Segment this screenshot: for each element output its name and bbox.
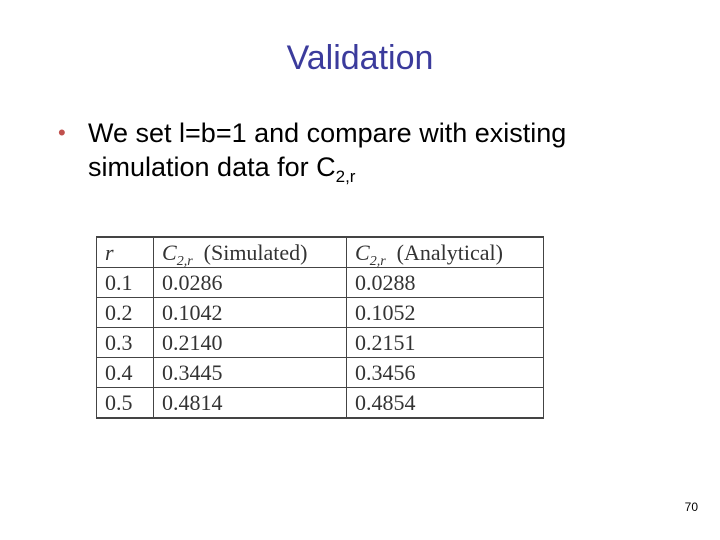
bullet-line-1: We set l=b=1 and compare with existing xyxy=(88,118,567,148)
cell-analytical: 0.1052 xyxy=(346,297,544,328)
header-analytical: C2,r (Analytical) xyxy=(346,236,544,269)
bullet-text: We set l=b=1 and compare with existing s… xyxy=(88,116,678,186)
bullet-line-2-subscript: 2,r xyxy=(335,167,356,186)
cell-analytical: 0.4854 xyxy=(346,387,544,419)
cell-r: 0.2 xyxy=(96,297,154,328)
cell-simulated: 0.1042 xyxy=(153,297,347,328)
cell-analytical: 0.0288 xyxy=(346,267,544,298)
header-ana-subscript: 2,r xyxy=(369,253,386,269)
table-row: 0.5 0.4814 0.4854 xyxy=(96,387,544,419)
slide-title: Validation xyxy=(286,39,434,77)
bullet-line-2: simulation data for C2,r xyxy=(88,150,678,186)
table-header-row: r C2,r (Simulated) C2,r (Analytical) xyxy=(96,236,544,269)
bullet-point: • We set l=b=1 and compare with existing… xyxy=(58,116,678,186)
comparison-table: r C2,r (Simulated) C2,r (Analytical) 0.1… xyxy=(96,236,544,419)
header-sim-subscript: 2,r xyxy=(176,253,193,269)
header-sim-label: (Simulated) xyxy=(203,239,308,265)
cell-simulated: 0.2140 xyxy=(153,327,347,358)
bullet-dot-icon: • xyxy=(58,120,66,145)
table-row: 0.4 0.3445 0.3456 xyxy=(96,357,544,388)
table-row: 0.1 0.0286 0.0288 xyxy=(96,267,544,298)
table-row: 0.3 0.2140 0.2151 xyxy=(96,327,544,358)
table-row: 0.2 0.1042 0.1052 xyxy=(96,297,544,328)
cell-simulated: 0.4814 xyxy=(153,387,347,419)
header-sim-symbol: C xyxy=(162,239,177,265)
header-r-label: r xyxy=(105,239,114,265)
bullet-line-2-text: simulation data for C xyxy=(88,152,336,182)
cell-r: 0.1 xyxy=(96,267,154,298)
cell-simulated: 0.3445 xyxy=(153,357,347,388)
cell-r: 0.3 xyxy=(96,327,154,358)
cell-r: 0.5 xyxy=(96,387,154,419)
header-r: r xyxy=(96,236,154,268)
header-ana-label: (Analytical) xyxy=(396,239,503,265)
header-simulated: C2,r (Simulated) xyxy=(153,236,347,269)
cell-analytical: 0.3456 xyxy=(346,357,544,388)
cell-analytical: 0.2151 xyxy=(346,327,544,358)
cell-r: 0.4 xyxy=(96,357,154,388)
header-ana-symbol: C xyxy=(355,239,370,265)
page-number: 70 xyxy=(684,500,698,514)
cell-simulated: 0.0286 xyxy=(153,267,347,298)
